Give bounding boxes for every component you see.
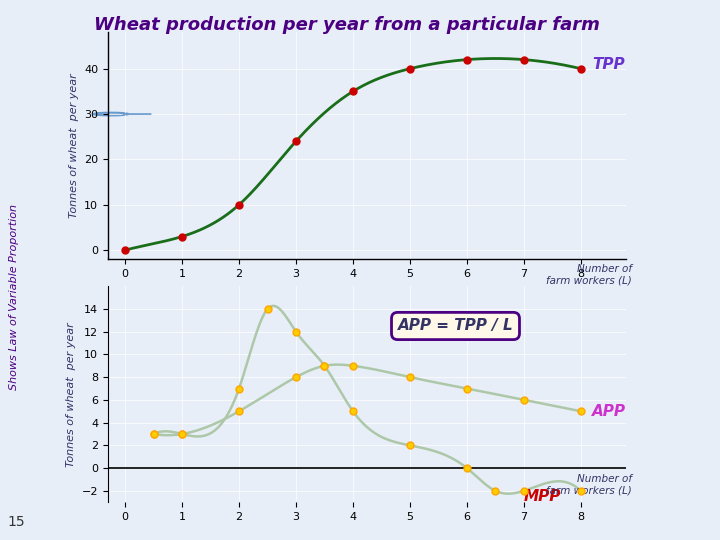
Text: Shows Law of Variable Proportion: Shows Law of Variable Proportion [9,204,19,390]
Text: APP = TPP / L: APP = TPP / L [397,319,513,334]
Text: Number of
farm workers (L): Number of farm workers (L) [546,474,632,495]
Y-axis label: Tonnes of wheat  per year: Tonnes of wheat per year [66,322,76,467]
Text: MPP: MPP [524,489,561,504]
Text: 15: 15 [7,515,24,529]
Text: Number of
farm workers (L): Number of farm workers (L) [546,264,632,285]
Y-axis label: Tonnes of wheat  per year: Tonnes of wheat per year [68,73,78,218]
Text: TPP: TPP [593,57,625,72]
Text: APP: APP [593,404,626,418]
Text: Wheat production per year from a particular farm: Wheat production per year from a particu… [94,16,600,34]
